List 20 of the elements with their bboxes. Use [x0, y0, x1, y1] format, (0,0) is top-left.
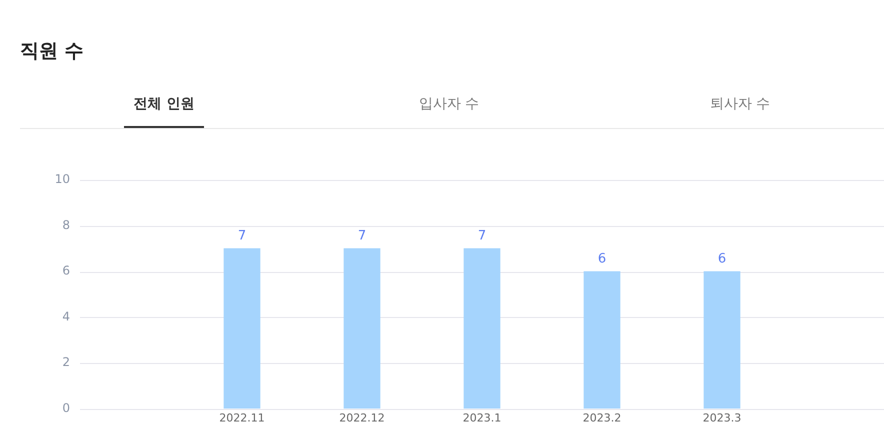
- x-tick-label: 2023.2: [582, 411, 622, 424]
- y-tick-label: 10: [54, 172, 70, 186]
- data-label: 6: [718, 251, 726, 266]
- text: 입사자 수: [418, 95, 480, 113]
- x-tick-label: 2023.1: [462, 411, 502, 424]
- y-tick-label: 8: [62, 218, 70, 232]
- x-tick-label: 2023.3: [702, 411, 742, 424]
- x-tick-label: 2022.12: [339, 411, 385, 424]
- x-tick-label: 2022.11: [219, 411, 265, 424]
- y-tick-label: 6: [62, 264, 70, 278]
- text: 퇴사자 수: [708, 95, 772, 113]
- text: 전체 인원: [132, 95, 196, 113]
- data-label: 7: [238, 228, 246, 244]
- y-tick-label: 0: [62, 400, 70, 415]
- data-label: 7: [358, 228, 366, 244]
- data-label: 6: [598, 251, 606, 266]
- data-label: 7: [478, 228, 486, 244]
- chart-title: 직원 수: [20, 39, 84, 64]
- y-tick-label: 2: [62, 355, 70, 370]
- y-tick-label: 4: [62, 309, 70, 324]
